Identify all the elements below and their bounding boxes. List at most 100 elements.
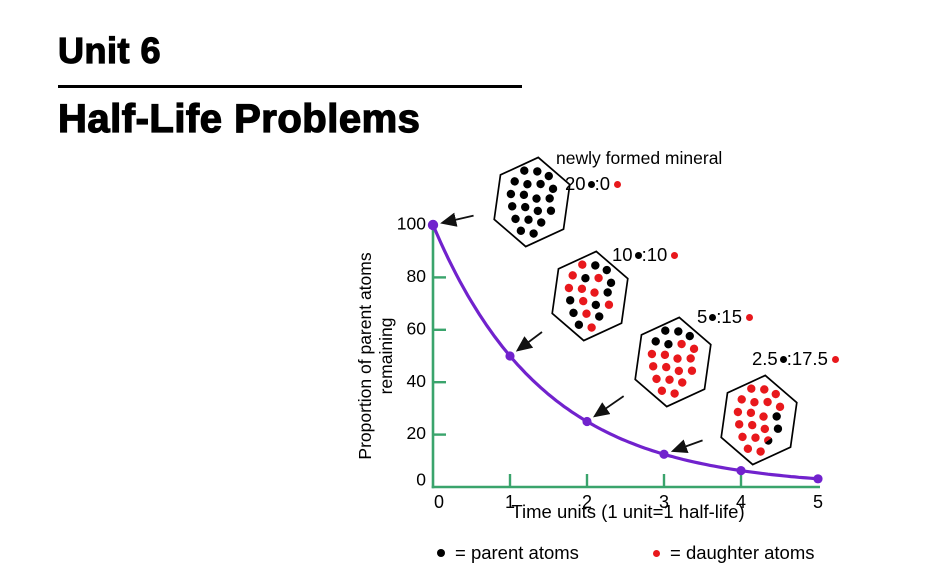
daughter-atom-dot [746,408,756,418]
parent-atom-dot [602,265,611,275]
daughter-atom-dot [652,374,661,384]
daughter-atom-dot [673,354,682,363]
legend-item-parent: = parent atoms [437,542,579,564]
parent-atom-dot [545,194,554,203]
parent-atom-dot [508,202,517,211]
daughter-atom-dot [759,412,768,421]
mineral-daughter-count: :15 [716,306,743,327]
daughter-atom-dot [647,349,657,359]
daughter-atom-dot [678,378,687,387]
parent-atom-dot [595,312,604,321]
daughter-atom-dot [649,362,658,371]
half-atom-dot [764,436,773,445]
daughter-atom-dot [564,283,574,293]
daughter-atom-dot [771,389,780,399]
daughter-dot-icon [653,549,660,557]
parent-atom-dot [533,206,543,216]
data-point [659,449,669,459]
legend-label: = parent atoms [455,542,579,563]
parent-atom-dot [685,331,694,341]
daughter-atom-dot [677,339,686,349]
pointer-arrow [515,331,543,352]
parent-dot-icon [587,180,595,188]
x-axis-label: Time units (1 unit=1 half-life) [511,501,745,522]
daughter-dot-icon [614,180,622,188]
daughter-atom-dot [738,432,747,442]
y-tick-label: 80 [407,266,427,286]
y-tick-label: 20 [407,423,427,443]
mineral-parent-count: 2.5 [752,348,778,369]
daughter-atom-dot [577,284,587,294]
x-tick-label: 0 [434,492,444,512]
parent-atom-dot [574,320,584,329]
daughter-atom-dot [775,402,785,411]
daughter-atom-dot [594,273,603,283]
x-tick-label: 4 [736,492,746,512]
parent-atom-dot [661,326,670,335]
parent-atom-dot [651,337,660,346]
parent-atom-dot [516,226,526,235]
parent-atom-dot [603,288,612,297]
x-tick-label: 1 [505,492,515,512]
daughter-atom-dot [686,354,695,363]
parent-atom-dot [544,171,553,181]
mineral-ratio-label: 5 :15 [697,306,754,328]
daughter-atom-dot [657,386,667,395]
mineral-daughter-count: :10 [641,244,668,265]
data-point [736,466,746,476]
daughter-atom-dot [760,424,770,434]
daughter-atom-dot [687,366,697,375]
parent-atom-dot [546,206,556,215]
x-tick-label: 3 [659,492,669,512]
pointer-arrow [593,395,625,418]
parent-atom-dot [521,202,530,212]
daughter-atom-dot [733,407,743,417]
pointer-arrow [440,212,474,227]
parent-atom-dot [536,179,545,189]
daughter-atom-dot [674,366,684,376]
mineral-parent-count: 5 [697,306,708,327]
parent-atom-dot [529,229,538,238]
parent-atom-dot [523,179,532,189]
parent-atom-dot [773,424,783,433]
daughter-atom-dot [582,309,591,318]
parent-atom-dot [511,214,520,224]
daughter-atom-dot [665,375,674,384]
daughter-atom-dot [568,271,577,280]
daughter-atom-dot [578,260,587,269]
daughter-atom-dot [587,323,596,332]
parent-atom-dot [674,327,683,336]
daughter-atom-dot [750,397,759,407]
parent-atom-dot [520,166,529,175]
mineral-hexagon [551,250,629,342]
parent-atom-dot [591,300,601,310]
daughter-atom-dot [579,296,588,306]
data-point [813,474,823,484]
parent-dot-icon [634,251,642,259]
y-tick-label: 0 [416,470,426,490]
page-title: Half-Life Problems [57,96,421,141]
parent-atom-dot [533,167,542,176]
unit-kicker: Unit 6 [57,29,162,71]
parent-atom-dot [581,273,590,283]
daughter-dot-icon [671,251,679,259]
daughter-atom-dot [689,344,699,353]
mineral-caption: newly formed mineral [556,148,723,168]
parent-atom-dot [664,339,673,349]
data-point [427,219,439,231]
mineral-ratio-label: 2.5:17.5 [752,348,839,370]
daughter-atom-dot [735,420,744,429]
mineral-ratio-label: 20:0 [565,173,622,195]
mineral-hexagon [493,156,571,248]
parent-atom-dot [524,215,533,224]
daughter-atom-dot [756,447,765,456]
parent-atom-dot [569,308,578,318]
daughter-atom-dot [748,420,757,430]
daughter-dot-icon [831,355,839,363]
y-tick-label: 40 [407,371,427,391]
parent-dot-icon [437,549,445,557]
data-point [505,351,515,361]
parent-atom-dot [537,218,546,227]
parent-atom-dot [519,190,529,200]
daughter-atom-dot [737,395,746,404]
